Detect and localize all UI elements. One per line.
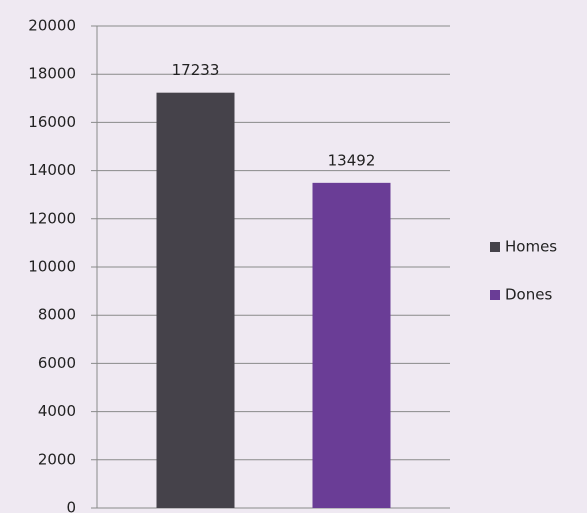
y-tick-label: 8000 xyxy=(38,306,76,324)
bar xyxy=(312,182,391,508)
legend-label: Homes xyxy=(505,238,557,256)
legend-label: Dones xyxy=(505,286,552,304)
legend-swatch xyxy=(490,290,500,300)
y-tick-label: 10000 xyxy=(28,258,76,276)
y-tick-label: 6000 xyxy=(38,354,76,372)
y-tick-label: 12000 xyxy=(28,209,76,227)
y-tick-label: 20000 xyxy=(28,17,76,35)
y-tick-label: 4000 xyxy=(38,402,76,420)
legend-swatch xyxy=(490,242,500,252)
bar xyxy=(156,92,235,509)
y-tick-label: 2000 xyxy=(38,450,76,468)
y-tick-label: 18000 xyxy=(28,65,76,83)
data-label: 17233 xyxy=(172,61,220,79)
data-label: 13492 xyxy=(328,151,376,169)
y-tick-label: 14000 xyxy=(28,161,76,179)
y-tick-label: 16000 xyxy=(28,113,76,131)
y-tick-label: 0 xyxy=(66,499,76,513)
